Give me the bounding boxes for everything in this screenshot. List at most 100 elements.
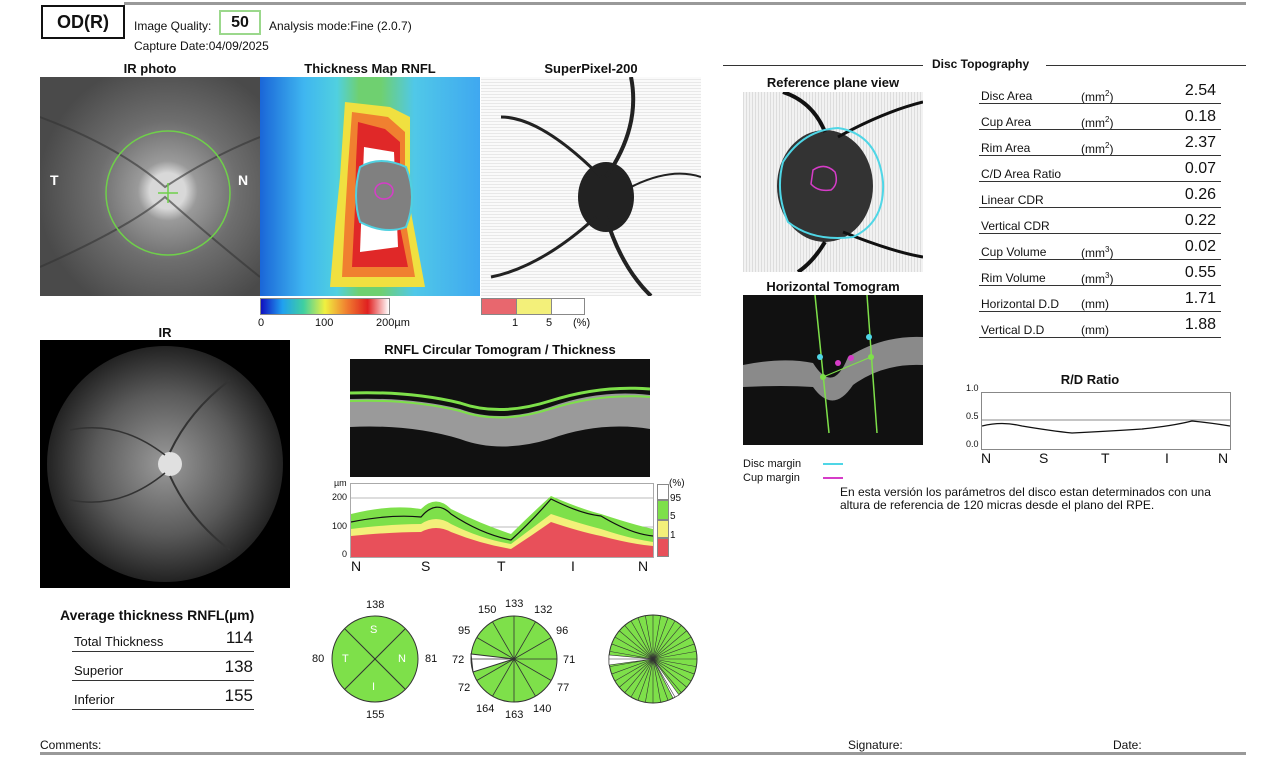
param-label: Horizontal D.D [981,297,1060,311]
nasal-label: N [238,172,249,188]
param-rule [979,233,1221,234]
clock-value-6: 77 [557,682,570,694]
avg-value-inferior: 155 [224,686,253,705]
rd-ratio-title: R/D Ratio [1060,372,1120,387]
sector-spoke [652,625,682,660]
quadrant-value-top: 138 [366,599,385,611]
quadrant-value-right: 81 [425,653,438,665]
disc-margin-swatch [823,463,843,465]
sector-spoke [652,617,669,660]
horizontal-tomogram-title: Horizontal Tomogram [766,279,900,294]
param-unit: (mm) [1081,297,1109,311]
legend-pct: (%) [669,478,685,489]
legend-green [657,500,669,520]
param-value: 0.18 [1184,108,1216,125]
param-unit: (mm2) [1081,141,1114,156]
sector-spoke [614,636,654,660]
param-value: 0.22 [1184,212,1216,229]
clock-value-5: 71 [563,654,576,666]
param-rule [979,155,1221,156]
sector-spoke [652,658,697,667]
param-rule [979,311,1221,312]
rd-xtick-i: I [1165,450,1169,466]
clock-value-8: 163 [505,709,524,721]
param-label: Disc Area [981,89,1033,103]
thickness-plot [350,483,654,558]
plot-xtick-i: I [571,558,575,574]
avg-thickness-title: Average thickness RNFL(µm) [60,607,255,623]
rnfl-tomogram-image [350,359,650,477]
sector-spoke [652,658,687,688]
avg-rule-1 [72,651,254,652]
avg-label-superior: Superior [74,663,124,678]
plot-xtick-s: S [421,558,431,574]
superpixel-scale-yellow [516,298,552,315]
legend-5: 5 [670,511,676,522]
ir-photo-image: T N [40,77,260,296]
sector-spoke [624,625,654,660]
avg-value-total: 114 [225,628,253,647]
superpixel-scale-red [481,298,517,315]
rd-ytick-1: 1.0 [966,383,979,393]
sector-spoke [630,658,654,698]
quadrant-letter-s: S [370,624,378,636]
clock-value-9: 164 [476,703,495,715]
param-rule [979,129,1221,130]
avg-label-total: Total Thickness [74,634,164,649]
clock-value-11: 72 [452,654,465,666]
sector-spoke [614,658,654,682]
capture-date: Capture Date:04/09/2025 [134,39,269,53]
rd-xtick-s: S [1039,450,1049,466]
thickness-colorbar [260,298,390,315]
eye-badge: OD(R) [41,5,125,39]
avg-label-inferior: Inferior [74,692,115,707]
plot-xtick-n1: N [351,558,362,574]
param-unit: (mm) [1081,323,1109,337]
quadrant-letter-i: I [372,681,376,693]
quadrant-value-left: 80 [312,653,325,665]
avg-rule-3 [72,709,254,710]
colorbar-tick-100: 100 [315,317,334,329]
sector-spoke [619,658,654,688]
sector-spoke [637,617,654,660]
sector-spoke [652,658,692,682]
legend-1: 1 [670,530,676,541]
plot-unit: µm [334,478,347,488]
sector-spoke [652,620,676,660]
legend-white [657,484,669,500]
clock-value-4: 96 [556,625,569,637]
sector-spoke [611,643,654,660]
tomogram-title: RNFL Circular Tomogram / Thickness [384,342,616,357]
param-unit: (mm2) [1081,115,1114,130]
param-value: 0.55 [1184,264,1216,281]
param-rule [979,259,1221,260]
thickness-map-image [260,77,480,296]
rd-xtick-t: T [1101,450,1110,466]
cup-margin-swatch [823,477,843,479]
sector-spoke [652,658,682,693]
rd-ratio-plot [981,392,1231,450]
sector-spoke [652,630,687,660]
sector-spoke [645,658,654,703]
bottom-rule [40,752,1246,755]
sector-spoke [630,620,654,660]
superpixel-tick-pct: (%) [573,317,591,329]
param-label: Linear CDR [981,193,1044,207]
param-value: 0.07 [1184,160,1216,177]
param-label: Rim Area [981,141,1031,155]
sector-spoke [652,651,697,660]
superpixel-tick-1: 1 [512,317,519,329]
rd-xtick-n2: N [1218,450,1229,466]
param-label: C/D Area Ratio [981,167,1062,181]
legend-red [657,538,669,557]
sector-spoke [645,615,654,660]
param-rule [979,181,1221,182]
legend-yellow [657,520,669,538]
date-label: Date: [1113,738,1142,752]
sector-spoke [609,658,654,667]
param-label: Cup Volume [981,245,1047,259]
clock-chart [470,615,558,703]
param-unit: (mm3) [1081,245,1114,260]
sector-spoke [652,658,661,703]
sector-spoke [611,658,654,675]
